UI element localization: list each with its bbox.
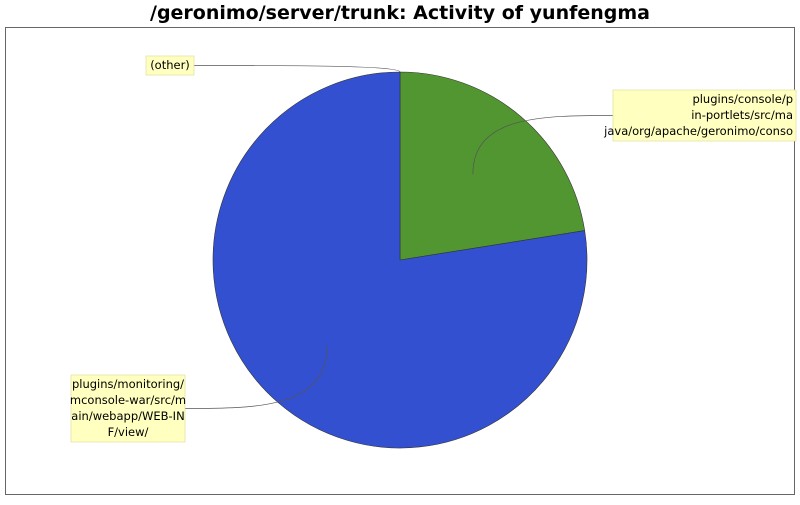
pie-slice <box>399 71 586 261</box>
slice-label: (other) <box>150 58 190 72</box>
label-connector <box>184 345 328 409</box>
pie-labels: (other) plugins/console/p in-portlets/src/… <box>70 55 797 443</box>
pie-slice <box>212 71 588 449</box>
slice-label: plugins/console/p in-portlets/src/ma java/… <box>603 92 793 138</box>
label-connector <box>193 65 401 73</box>
slice-label: plugins/monitoring/mconsole-war/src/m ain… <box>70 377 186 439</box>
label-box <box>70 374 186 443</box>
label-box <box>612 89 797 142</box>
label-box <box>145 55 195 76</box>
pie-slices <box>212 71 588 449</box>
chart-title: /geronimo/server/trunk: Activity of yunf… <box>150 2 650 24</box>
label-connector <box>472 115 614 175</box>
